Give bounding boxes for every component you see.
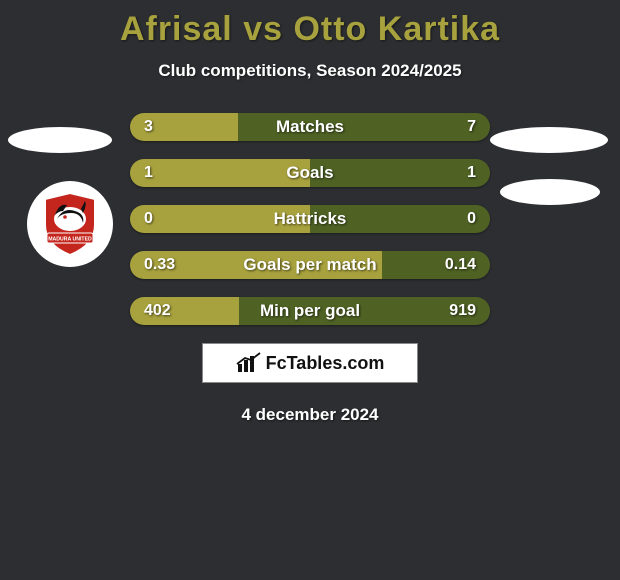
club-badge: MADURA UNITED <box>27 181 113 267</box>
stat-value-right: 0 <box>467 205 476 233</box>
stat-label: Goals per match <box>130 251 490 279</box>
stat-row: Goals per match0.33 0.14 <box>130 251 490 279</box>
stat-row: Hattricks0 0 <box>130 205 490 233</box>
club-badge-text: MADURA UNITED <box>48 237 92 243</box>
date-caption: 4 december 2024 <box>0 405 620 425</box>
stat-value-left: 0.33 <box>144 251 175 279</box>
stat-row: Min per goal402 919 <box>130 297 490 325</box>
player-left-marker <box>8 127 112 153</box>
comparison-chart: MADURA UNITED Matches37Goals11Hattricks0… <box>0 113 620 325</box>
club-crest-icon: MADURA UNITED <box>35 189 105 259</box>
player-right-marker-2 <box>500 179 600 205</box>
stat-bars: Matches3 7 Goals1 1 Hattricks0 0 Goals per mat… <box>130 113 490 325</box>
stat-value-right: 7 <box>467 113 476 141</box>
page-title: Afrisal vs Otto Kartika <box>0 0 620 49</box>
stat-row: Matches3 7 <box>130 113 490 141</box>
stat-label: Min per goal <box>130 297 490 325</box>
stat-value-right: 0.14 <box>445 251 476 279</box>
bar-chart-icon <box>236 352 262 374</box>
stat-value-left: 0 <box>144 205 153 233</box>
stat-value-left: 3 <box>144 113 153 141</box>
brand-attribution: FcTables.com <box>202 343 418 383</box>
stat-value-right: 919 <box>449 297 476 325</box>
brand-text: FcTables.com <box>266 353 385 374</box>
stat-label: Matches <box>130 113 490 141</box>
stat-value-left: 402 <box>144 297 171 325</box>
subtitle: Club competitions, Season 2024/2025 <box>0 61 620 81</box>
stat-value-left: 1 <box>144 159 153 187</box>
stat-label: Hattricks <box>130 205 490 233</box>
player-right-marker <box>490 127 608 153</box>
stat-label: Goals <box>130 159 490 187</box>
stat-row: Goals1 1 <box>130 159 490 187</box>
stat-value-right: 1 <box>467 159 476 187</box>
